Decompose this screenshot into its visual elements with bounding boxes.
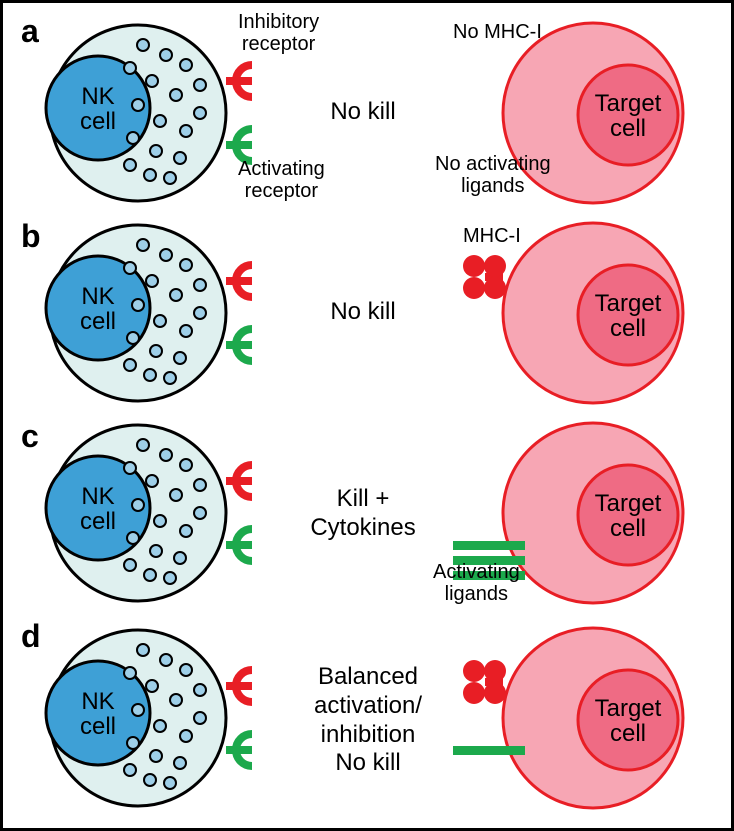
nk-granule [194,684,206,696]
nk-granule [164,777,176,789]
nk-granule [194,79,206,91]
nk-granule [146,75,158,87]
nk-granule [194,107,206,119]
nk-granule [154,115,166,127]
annot-inhibitory-receptor: Inhibitory receptor [238,11,319,55]
nk-granule [127,532,139,544]
outcome-c: Kill +Cytokines [283,485,443,543]
nk-granule [144,369,156,381]
panel-label-a: a [21,13,39,50]
nk-granule [132,299,144,311]
nk-label: NKcell [80,283,116,335]
annot-no-activating-ligands: No activating ligands [435,153,551,197]
nk-granule [170,694,182,706]
nk-granule [180,730,192,742]
nk-granule [124,159,136,171]
nk-granule [194,479,206,491]
nk-granule [174,352,186,364]
mhc-icon [484,660,506,682]
activating-ligand-icon [453,746,525,755]
annot-no-mhc: No MHC-I [453,21,542,44]
nk-granule [124,262,136,274]
nk-granule [174,152,186,164]
nk-granule [180,325,192,337]
nk-granule [160,654,172,666]
nk-granule [132,704,144,716]
nk-granule [146,475,158,487]
nk-label: NKcell [80,483,116,535]
nk-granule [170,89,182,101]
nk-granule [150,345,162,357]
annot-activating-ligands: Activating ligands [433,561,520,605]
nk-granule [124,62,136,74]
nk-granule [124,667,136,679]
figure-frame: NKcellTargetcellNKcellTargetcellNKcellTa… [0,0,734,831]
nk-granule [180,259,192,271]
nk-granule [137,439,149,451]
nk-granule [170,289,182,301]
nk-granule [160,449,172,461]
nk-granule [150,145,162,157]
nk-granule [144,169,156,181]
nk-granule [127,737,139,749]
nk-granule [132,99,144,111]
nk-label: NKcell [80,688,116,740]
nk-granule [164,172,176,184]
nk-granule [132,499,144,511]
annot-mhc: MHC-I [463,225,521,248]
nk-granule [174,552,186,564]
nk-granule [124,559,136,571]
nk-granule [180,525,192,537]
nk-granule [160,249,172,261]
nk-granule [146,275,158,287]
nk-granule [194,279,206,291]
nk-granule [180,59,192,71]
nk-granule [174,757,186,769]
nk-granule [154,720,166,732]
outcome-b: No kill [283,298,443,326]
nk-granule [180,664,192,676]
nk-granule [164,372,176,384]
nk-granule [194,507,206,519]
nk-granule [144,569,156,581]
nk-granule [124,462,136,474]
mhc-icon [463,255,485,277]
panel-label-b: b [21,218,41,255]
outcome-a: No kill [283,98,443,126]
nk-granule [124,359,136,371]
nk-granule [137,239,149,251]
mhc-icon [484,255,506,277]
mhc-icon [463,277,485,299]
nk-granule [170,489,182,501]
outcome-d: Balancedactivation/inhibitionNo kill [283,663,453,778]
nk-granule [137,644,149,656]
annot-activating-receptor: Activating receptor [238,158,325,202]
panel-label-d: d [21,618,41,655]
nk-granule [137,39,149,51]
nk-granule [154,315,166,327]
nk-granule [164,572,176,584]
nk-granule [154,515,166,527]
nk-granule [144,774,156,786]
nk-granule [127,332,139,344]
activating-ligand-icon [453,541,525,550]
nk-granule [150,750,162,762]
mhc-icon [463,660,485,682]
nk-granule [146,680,158,692]
nk-granule [127,132,139,144]
nk-granule [124,764,136,776]
nk-granule [160,49,172,61]
nk-label: NKcell [80,83,116,135]
nk-granule [180,459,192,471]
mhc-icon [484,682,506,704]
nk-granule [194,307,206,319]
mhc-icon [463,682,485,704]
nk-granule [150,545,162,557]
mhc-icon [484,277,506,299]
nk-granule [194,712,206,724]
nk-granule [180,125,192,137]
panel-label-c: c [21,418,39,455]
